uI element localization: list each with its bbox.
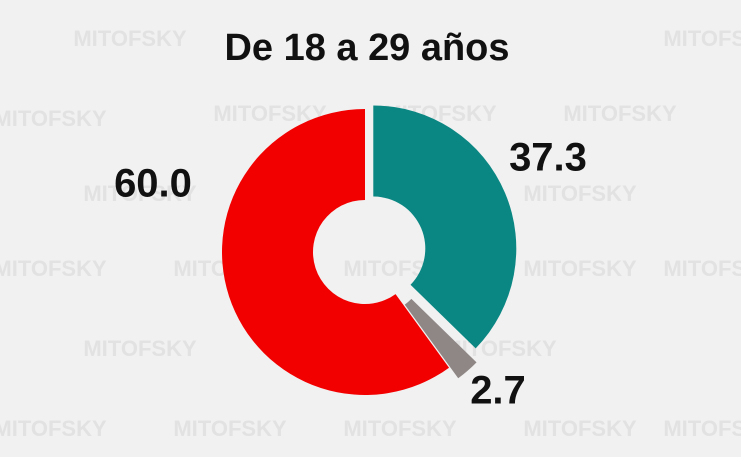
data-label: 2.7 — [470, 369, 526, 413]
watermark: MITOFSKY — [343, 416, 457, 441]
watermark: MITOFSKY — [0, 256, 107, 281]
watermark: MITOFSKY — [663, 416, 741, 441]
data-label: 37.3 — [509, 136, 587, 180]
chart: MITOFSKY MITOFSKY MITOFSKY MITOFSKY MITOFSKY… — [0, 0, 741, 457]
chart-title: De 18 a 29 años — [225, 27, 510, 69]
watermark: MITOFSKY — [0, 106, 107, 131]
watermark: MITOFSKY — [73, 26, 187, 51]
watermark: MITOFSKY — [663, 26, 741, 51]
watermark: MITOFSKY — [523, 181, 637, 206]
watermark: MITOFSKY — [663, 256, 741, 281]
watermark: MITOFSKY — [0, 416, 107, 441]
watermark: MITOFSKY — [523, 256, 637, 281]
data-label: 60.0 — [114, 162, 192, 206]
watermark: MITOFSKY — [173, 416, 287, 441]
watermark: MITOFSKY — [563, 101, 677, 126]
watermark: MITOFSKY — [523, 416, 637, 441]
watermark: MITOFSKY — [83, 336, 197, 361]
